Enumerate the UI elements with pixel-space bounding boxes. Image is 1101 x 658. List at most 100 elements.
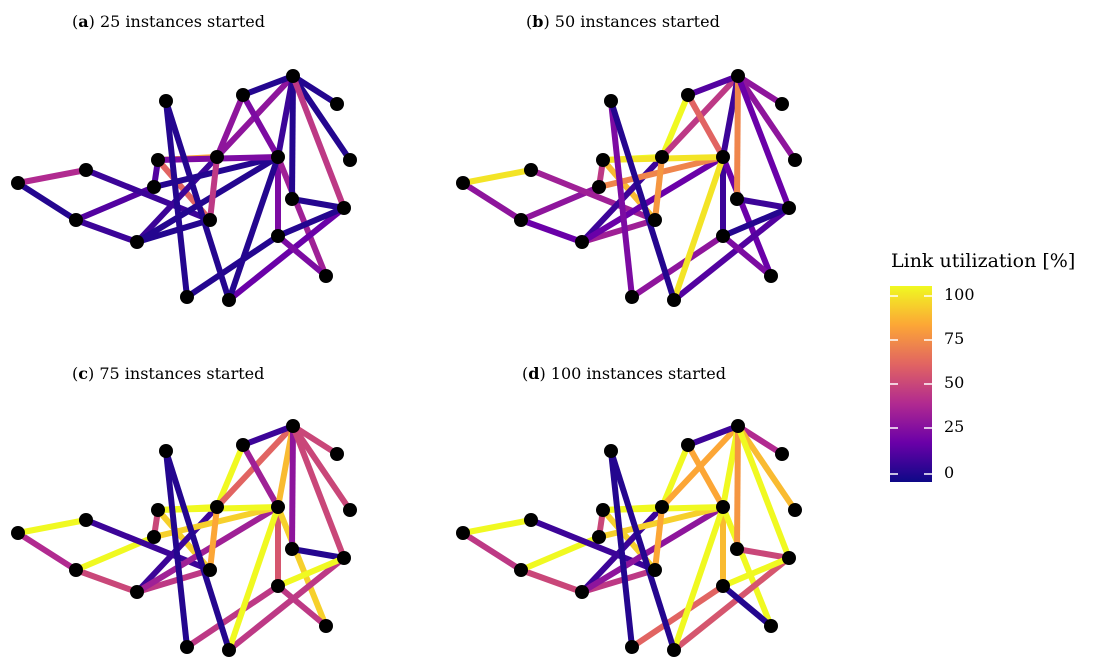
node-n15 — [782, 551, 796, 565]
link-n9-n17 — [720, 505, 774, 628]
link-n11-n13 — [290, 424, 353, 512]
link-n1-n3 — [462, 517, 532, 536]
node-n5 — [592, 530, 606, 544]
link-n19-n20 — [163, 450, 190, 648]
node-n6 — [648, 213, 662, 227]
node-n17 — [764, 269, 778, 283]
link-n11-n14 — [289, 425, 296, 550]
node-n14 — [285, 192, 299, 206]
link-n9-n18 — [226, 506, 281, 651]
link-n4-n9 — [135, 154, 280, 245]
link-n1-n3 — [17, 517, 87, 536]
node-n13 — [343, 153, 357, 167]
node-n13 — [788, 503, 802, 517]
link-n14-n15 — [736, 196, 790, 211]
link-n11-n15 — [290, 424, 347, 560]
link-n1-n3 — [17, 167, 87, 186]
link-n1-n3 — [462, 167, 532, 186]
link-n11-n15 — [735, 74, 792, 210]
link-n11-n13 — [735, 424, 798, 512]
caption-c-letter: c — [78, 364, 88, 383]
link-n2-n4 — [74, 217, 139, 245]
panel-d-graph — [456, 419, 802, 657]
link-n9-n10 — [240, 443, 281, 509]
node-n9 — [271, 150, 285, 164]
node-n5 — [147, 530, 161, 544]
link-n11-n14 — [734, 425, 741, 550]
link-n19-n20 — [608, 450, 635, 648]
link-n19-n20 — [608, 100, 635, 298]
node-n13 — [343, 503, 357, 517]
link-n8-n10 — [214, 443, 246, 509]
node-n7 — [151, 503, 165, 517]
caption-d: (d) 100 instances started — [522, 364, 726, 383]
caption-d-text: 100 instances started — [550, 364, 726, 383]
link-n2-n4 — [519, 217, 584, 245]
node-n19 — [180, 640, 194, 654]
link-n10-n11 — [241, 73, 295, 98]
link-n2-n4 — [74, 567, 139, 595]
link-n9-n18 — [226, 156, 281, 301]
link-n1-n2 — [16, 530, 78, 573]
caption-c-text: 75 instances started — [99, 364, 265, 383]
link-n16-n19 — [630, 583, 725, 650]
link-n1-n2 — [16, 180, 78, 223]
node-n18 — [222, 293, 236, 307]
link-n11-n14 — [734, 75, 741, 200]
node-n10 — [681, 88, 695, 102]
node-n14 — [730, 192, 744, 206]
node-n9 — [716, 500, 730, 514]
link-n4-n6 — [581, 567, 656, 595]
colorbar-tick-50: 50 — [944, 373, 965, 392]
caption-b: (b) 50 instances started — [526, 12, 720, 31]
node-n1 — [456, 176, 470, 190]
link-n16-n15 — [276, 555, 346, 589]
node-n13 — [788, 153, 802, 167]
link-n16-n15 — [721, 555, 791, 589]
node-n18 — [667, 643, 681, 657]
caption-c: (c) 75 instances started — [72, 364, 265, 383]
node-n16 — [271, 579, 285, 593]
link-n11-n13 — [735, 74, 798, 162]
link-n9-n17 — [275, 155, 329, 278]
node-n4 — [130, 585, 144, 599]
link-n14-n15 — [736, 546, 790, 561]
link-n9-n18 — [671, 506, 726, 651]
node-n16 — [716, 229, 730, 243]
link-n16-n15 — [276, 205, 346, 239]
link-n4-n9 — [580, 154, 725, 245]
link-n2-n4 — [519, 567, 584, 595]
node-n1 — [11, 176, 25, 190]
link-n6-n8 — [207, 506, 220, 571]
link-n14-n15 — [291, 546, 345, 561]
link-n4-n9 — [580, 504, 725, 595]
link-n18-n20 — [608, 100, 677, 301]
node-n12 — [775, 97, 789, 111]
node-n19 — [625, 290, 639, 304]
link-n17-n16 — [721, 233, 773, 279]
node-n17 — [764, 619, 778, 633]
node-n9 — [271, 500, 285, 514]
link-n16-n19 — [185, 583, 280, 650]
link-n16-n19 — [630, 233, 725, 300]
link-n11-n13 — [290, 74, 353, 162]
node-n3 — [79, 513, 93, 527]
link-n18-n20 — [608, 450, 677, 651]
colorbar-title: Link utilization [%] — [891, 250, 1076, 272]
node-n12 — [330, 447, 344, 461]
caption-a: (a) 25 instances started — [72, 12, 265, 31]
node-n17 — [319, 619, 333, 633]
link-n19-n20 — [163, 100, 190, 298]
node-n8 — [210, 500, 224, 514]
node-n2 — [514, 563, 528, 577]
node-n6 — [203, 213, 217, 227]
node-n10 — [236, 88, 250, 102]
link-n17-n16 — [276, 583, 328, 629]
colorbar-tick-75: 75 — [944, 329, 965, 348]
node-n18 — [667, 293, 681, 307]
link-n6-n8 — [652, 156, 665, 221]
node-n10 — [681, 438, 695, 452]
node-n2 — [514, 213, 528, 227]
link-n4-n6 — [136, 567, 211, 595]
node-n20 — [159, 94, 173, 108]
